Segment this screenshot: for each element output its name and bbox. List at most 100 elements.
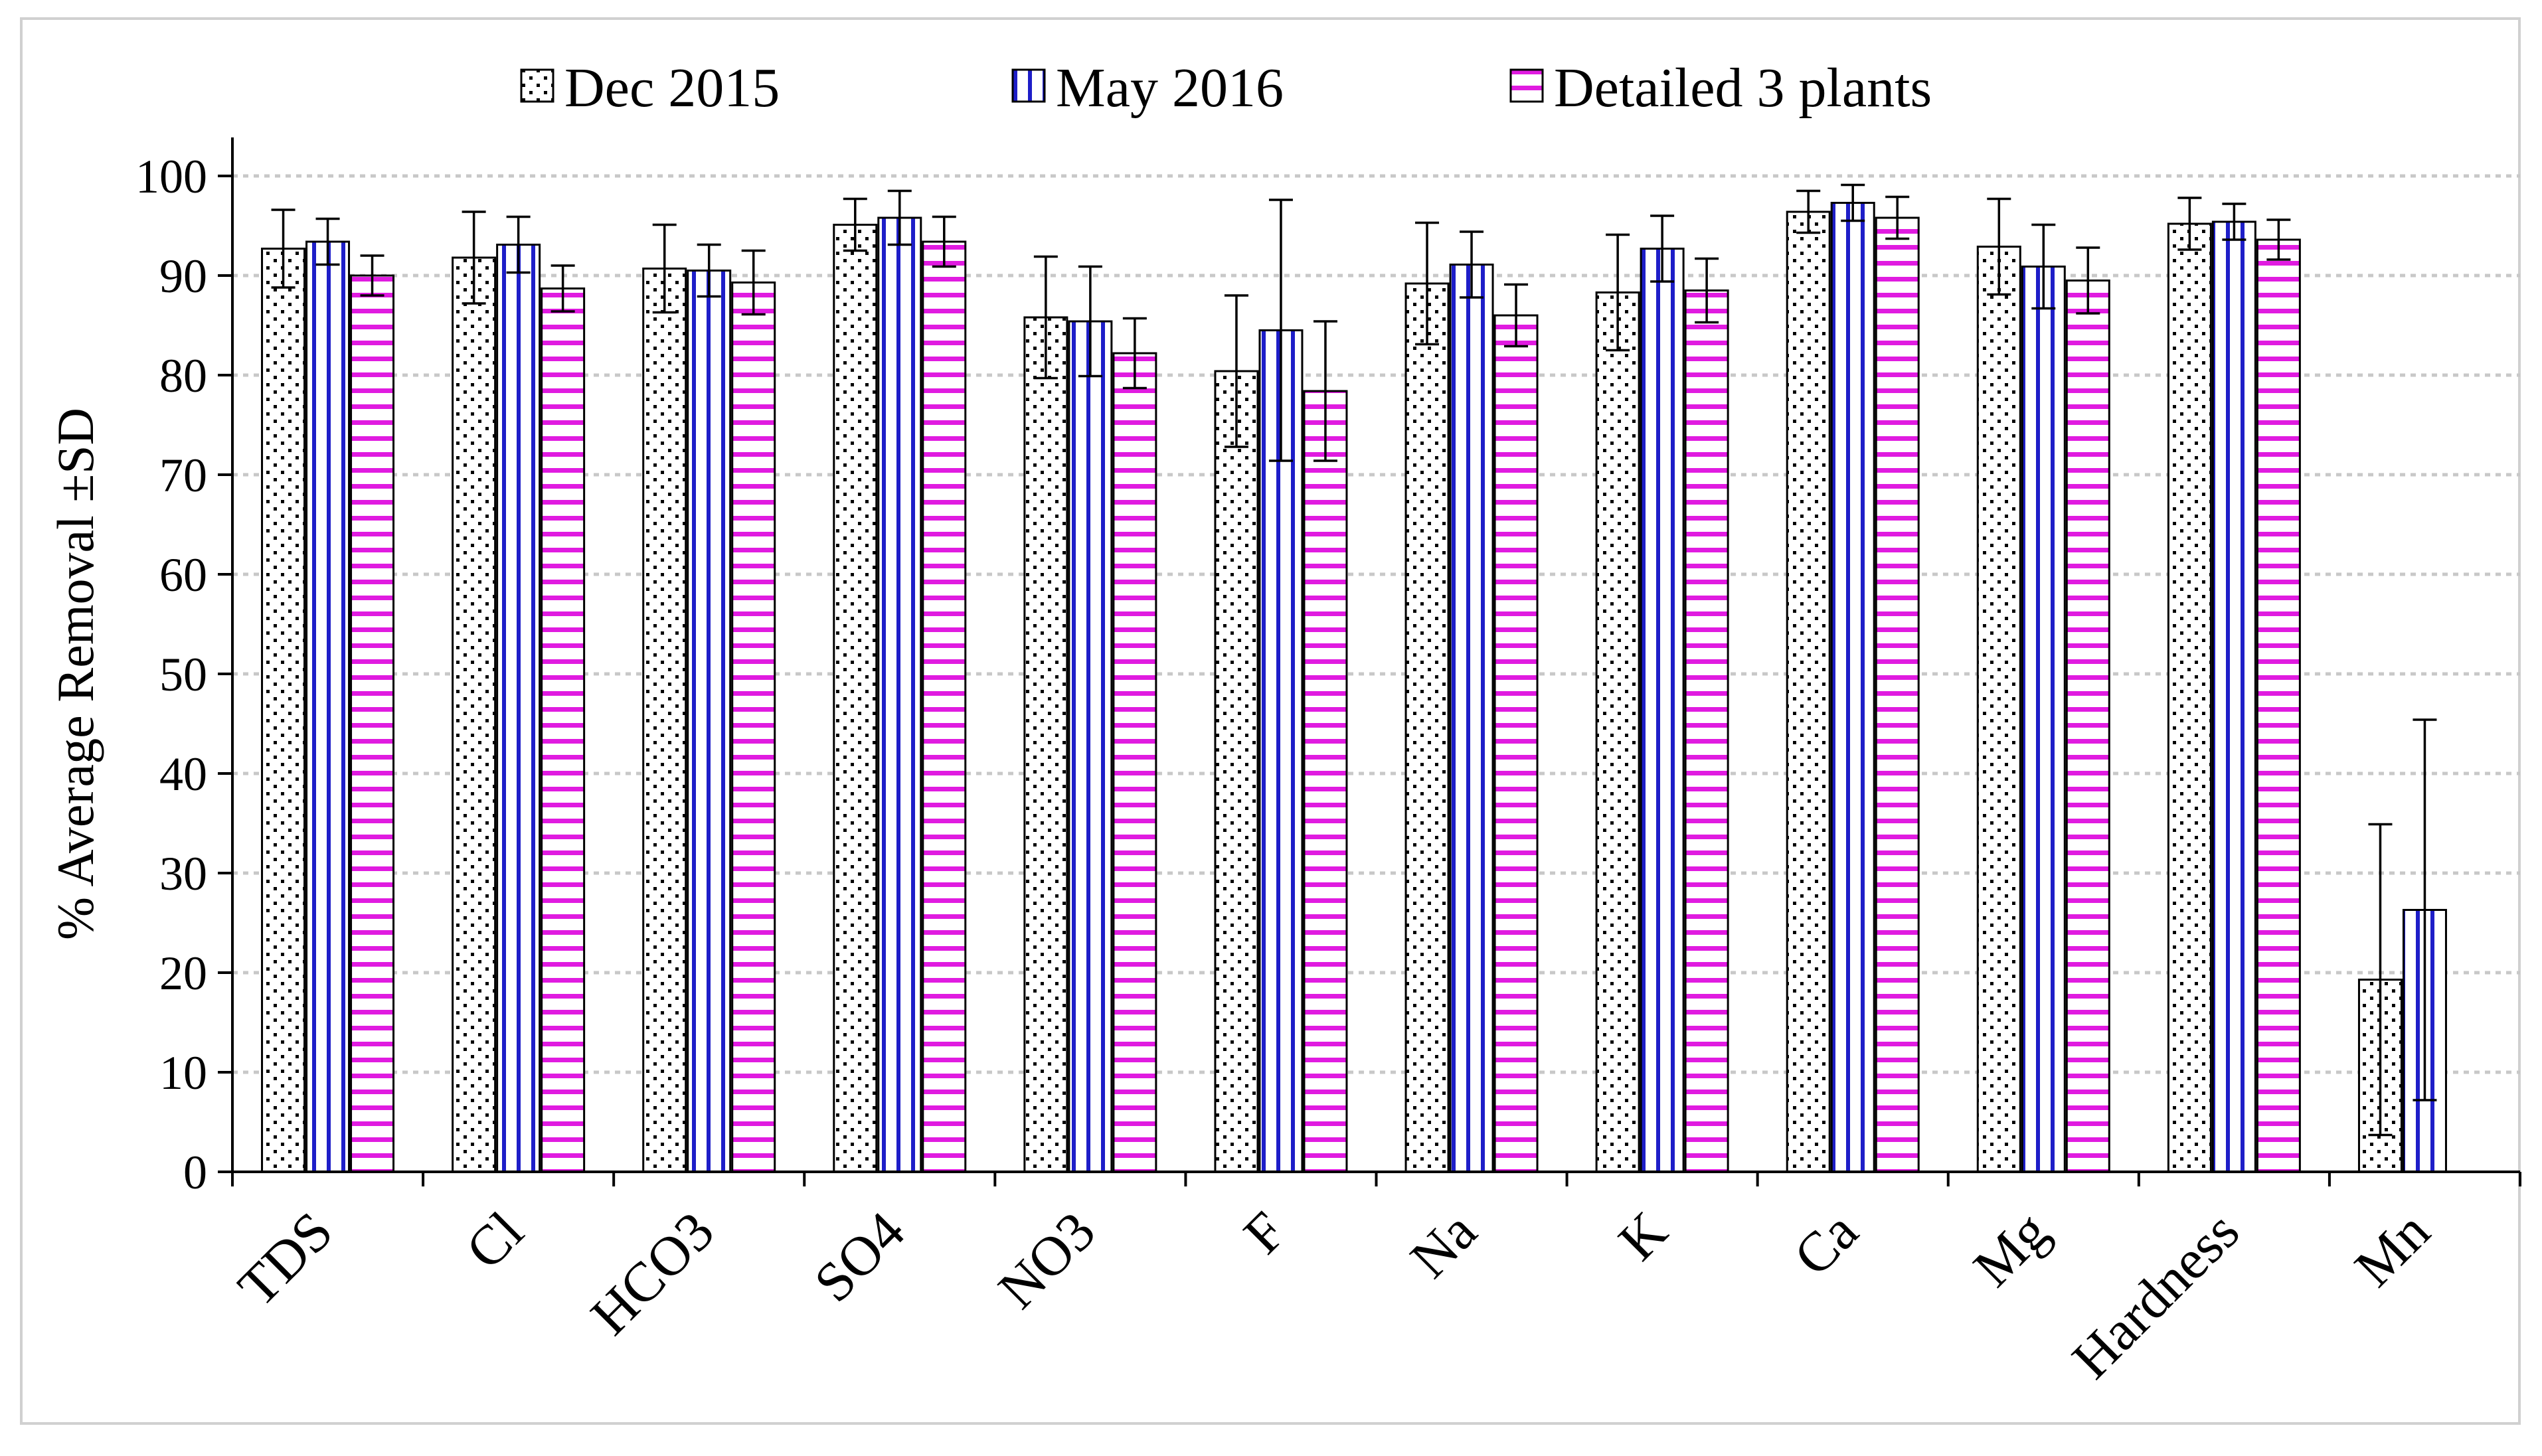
- bar-may-2016-cl: [496, 244, 541, 1173]
- error-bar: [1460, 230, 1484, 299]
- x-tick-label: F: [1232, 1200, 1298, 1266]
- error-bar: [2413, 718, 2437, 1101]
- error-bar: [462, 210, 486, 305]
- error-bar: [1796, 189, 1821, 234]
- y-tick-label: 80: [159, 349, 207, 402]
- y-tick-label: 40: [159, 748, 207, 801]
- bar-dec-2015-k: [1595, 291, 1640, 1173]
- y-tick-label: 30: [159, 847, 207, 900]
- error-bar: [2266, 218, 2291, 261]
- error-bar: [1504, 283, 1529, 348]
- bar-may-2016-tds: [305, 240, 351, 1173]
- bar-may-2016-k: [1640, 248, 1685, 1173]
- error-bar: [2031, 223, 2056, 310]
- bar-may-2016-ca: [1830, 202, 1875, 1173]
- error-bar: [652, 223, 677, 314]
- error-bar: [1841, 183, 1865, 222]
- error-bar: [2076, 246, 2100, 315]
- bar-dec-2015-hco3: [642, 268, 687, 1173]
- x-tick-label: K: [1607, 1200, 1679, 1273]
- y-tick-label: 90: [159, 250, 207, 303]
- x-tick-label: Mg: [1962, 1200, 2060, 1299]
- legend-item-detailed-3-plants: Detailed 3 plants: [1509, 57, 1932, 119]
- bar-dec-2015-hardness: [2167, 222, 2212, 1173]
- x-tick-label: HCO3: [579, 1200, 726, 1347]
- bar-detailed-3-plants-ca: [1875, 216, 1920, 1173]
- x-tick-label: NO3: [987, 1200, 1107, 1321]
- bar-may-2016-hco3: [687, 270, 732, 1173]
- legend-item-dec-2015: Dec 2015: [520, 57, 780, 119]
- bar-may-2016-no3: [1068, 320, 1113, 1173]
- legend-swatch-dec-2015: [520, 68, 554, 103]
- error-bar: [1033, 255, 1058, 380]
- legend-swatch-detailed-3-plants: [1509, 68, 1544, 103]
- error-bar: [741, 249, 766, 316]
- error-bar: [2368, 823, 2393, 1137]
- y-tick-label: 50: [159, 648, 207, 701]
- bar-detailed-3-plants-k: [1684, 289, 1729, 1173]
- bar-detailed-3-plants-cl: [541, 287, 586, 1173]
- error-bar: [2222, 202, 2246, 241]
- error-bar: [2177, 197, 2202, 251]
- error-bar: [360, 254, 384, 297]
- x-tick-label: SO4: [803, 1200, 916, 1314]
- error-bar: [1313, 320, 1337, 462]
- error-bar: [932, 215, 956, 268]
- error-bar: [1415, 221, 1440, 346]
- y-tick-label: 70: [159, 449, 207, 502]
- bar-detailed-3-plants-hco3: [731, 282, 776, 1173]
- bar-may-2016-na: [1449, 264, 1494, 1173]
- error-bar: [315, 217, 340, 266]
- bar-detailed-3-plants-no3: [1112, 352, 1157, 1173]
- error-bar: [1885, 195, 1910, 240]
- error-bar: [271, 208, 296, 289]
- bar-detailed-3-plants-mg: [2065, 280, 2110, 1173]
- legend-label-dec-2015: Dec 2015: [564, 57, 780, 119]
- x-tick-label: Ca: [1782, 1200, 1870, 1288]
- bar-dec-2015-f: [1214, 370, 1259, 1173]
- legend: Dec 2015 May 2016 Detailed 3 plants: [520, 57, 1932, 119]
- bar-may-2016-hardness: [2211, 220, 2256, 1173]
- bar-dec-2015-so4: [833, 224, 878, 1173]
- y-axis-label: % Average Removal ±SD: [46, 408, 104, 940]
- bar-dec-2015-cl: [452, 256, 497, 1173]
- x-tick-label: Hardness: [2061, 1200, 2251, 1391]
- bar-dec-2015-na: [1404, 282, 1450, 1173]
- x-tick-label: Cl: [454, 1200, 535, 1281]
- bar-dec-2015-tds: [261, 248, 306, 1173]
- error-bar: [506, 215, 531, 274]
- error-bar: [1695, 257, 1719, 324]
- error-bar: [1078, 265, 1102, 378]
- error-bar: [1268, 199, 1293, 462]
- y-tick-label: 20: [159, 947, 207, 1000]
- x-tick-label: TDS: [226, 1200, 345, 1319]
- x-tick-label: Mn: [2343, 1200, 2442, 1299]
- y-tick-label: 60: [159, 548, 207, 602]
- bar-detailed-3-plants-na: [1493, 314, 1539, 1173]
- legend-label-may-2016: May 2016: [1056, 57, 1284, 119]
- error-bar: [1650, 214, 1675, 283]
- bar-may-2016-mg: [2021, 266, 2066, 1173]
- error-bar: [843, 197, 867, 252]
- error-bar: [697, 243, 721, 298]
- bar-detailed-3-plants-hardness: [2256, 238, 2301, 1173]
- error-bar: [1122, 317, 1147, 390]
- bar-dec-2015-mg: [1976, 246, 2021, 1173]
- legend-swatch-may-2016: [1011, 68, 1046, 103]
- bar-detailed-3-plants-so4: [922, 240, 967, 1173]
- bar-detailed-3-plants-f: [1303, 390, 1348, 1173]
- bar-detailed-3-plants-tds: [350, 274, 395, 1173]
- error-bar: [1987, 197, 2011, 296]
- legend-item-may-2016: May 2016: [1011, 57, 1284, 119]
- y-tick-label: 10: [159, 1046, 207, 1099]
- error-bar: [551, 264, 575, 313]
- legend-label-detailed-3-plants: Detailed 3 plants: [1554, 57, 1932, 119]
- y-tick-label: 0: [183, 1146, 207, 1199]
- y-tick-label: 100: [135, 150, 207, 203]
- error-bar: [1224, 294, 1248, 448]
- x-tick-label: Na: [1398, 1200, 1488, 1290]
- bar-dec-2015-no3: [1023, 316, 1068, 1173]
- error-bar: [1606, 233, 1630, 352]
- bar-may-2016-so4: [877, 216, 922, 1173]
